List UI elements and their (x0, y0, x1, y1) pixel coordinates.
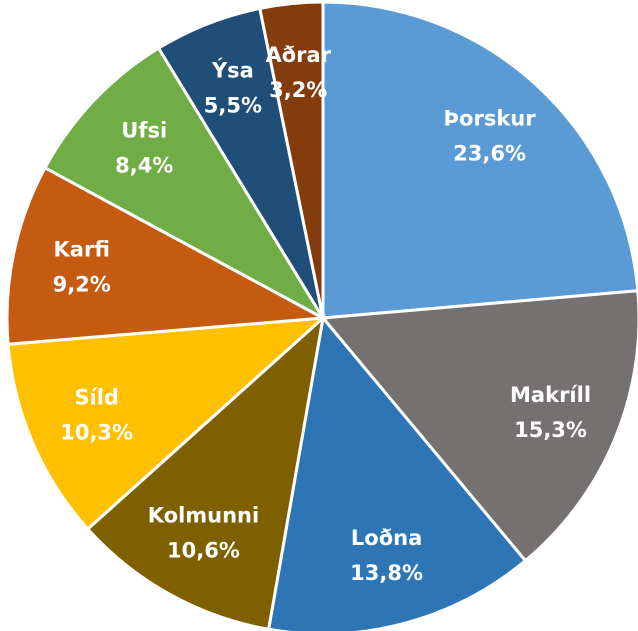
pie-slice (42, 46, 328, 322)
slice-value: 10,6% (167, 539, 240, 563)
slice-name: Kolmunni (148, 504, 259, 528)
slice-value: 10,3% (60, 421, 133, 445)
pie-slice (266, 314, 528, 631)
pie-slice (6, 316, 328, 532)
slice-name: Ýsa (211, 58, 254, 83)
pie-slice (258, 0, 325, 319)
slice-value: 23,6% (453, 141, 526, 165)
slice-value: 15,3% (514, 418, 587, 442)
slice-name: Þorskur (444, 106, 537, 130)
slice-name: Síld (74, 386, 119, 410)
pie-slice (320, 289, 638, 563)
slice-name: Loðna (351, 526, 422, 550)
slice-name: Karfi (54, 238, 110, 262)
slice-value: 13,8% (350, 561, 423, 585)
slice-name: Makríll (510, 383, 591, 407)
slice-value: 3,2% (269, 78, 327, 102)
pie-slice (5, 165, 329, 346)
slice-name: Ufsi (121, 118, 167, 142)
slice-value: 5,5% (204, 94, 262, 118)
pie-slice (85, 313, 326, 631)
slice-value: 8,4% (115, 153, 173, 177)
pie-slice (321, 0, 638, 320)
slice-name: Aðrar (265, 43, 331, 67)
slice-value: 9,2% (53, 273, 111, 297)
